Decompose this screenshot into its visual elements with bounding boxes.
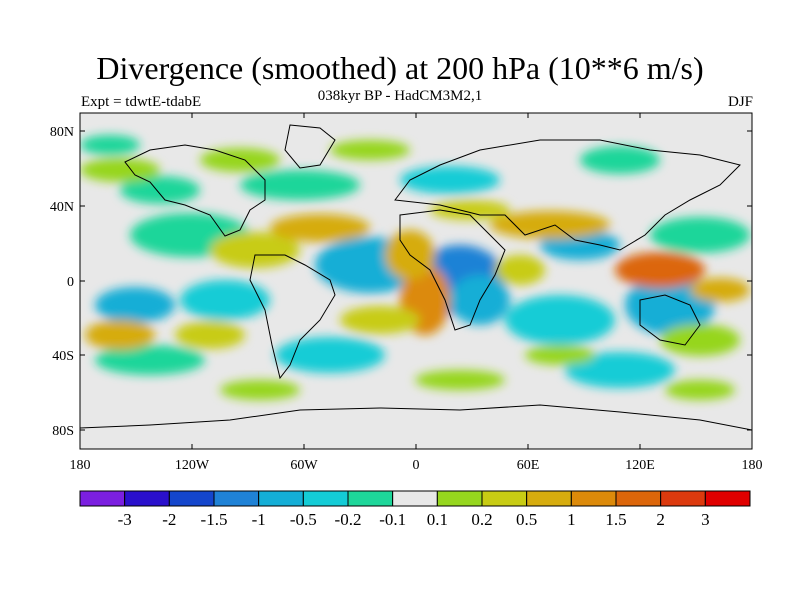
field-patch [240,170,360,200]
lon-tick-label: 60W [290,458,318,473]
south-america-outline [249,254,336,380]
field-patch [330,140,410,160]
field-patch [270,214,370,242]
lon-tick-label: 60E [517,458,540,473]
antarctica-outline [80,404,752,431]
lat-tick-label: 40S [52,349,74,364]
colorbar-swatch [660,490,706,507]
field-patch [275,337,385,373]
colorbar-label: -0.2 [335,510,362,529]
colorbar-label: 0.1 [427,510,448,529]
field-patch [175,321,245,349]
africa-outline [399,209,506,331]
field-patch [200,148,280,172]
colorbar-swatch [258,490,304,507]
field-patch [660,324,740,356]
field-patch [85,320,155,350]
field-patch [210,232,300,268]
map-title: Divergence (smoothed) at 200 hPa (10**6 … [96,50,704,86]
field-patch [580,146,660,174]
colorbar-label: -1 [252,510,266,529]
colorbar: -3 -2 -1.5 -1 -0.5 -0.2 -0.1 0.1 0.2 0.5 1 1.5 2 3 [79,490,751,529]
australia-outline [639,294,701,346]
colorbar-swatch [481,490,528,507]
field-patch [400,166,500,194]
colorbar-label: 2 [656,510,665,529]
colorbar-swatch [79,490,126,507]
colorbar-swatch [347,490,394,507]
eurasia-outline [394,139,741,251]
lon-tick-label: 180 [742,458,763,473]
field-patch [690,278,750,302]
colorbar-label: 3 [701,510,710,529]
field-patch [415,370,505,390]
colorbar-swatch [168,490,215,507]
field-patch [120,176,200,204]
colorbar-swatch [302,490,349,507]
lon-tick-label: 120E [625,458,655,473]
field-patch [180,280,270,320]
field-patch [525,345,595,365]
field-patch [95,345,205,375]
colorbar-label: -3 [118,510,132,529]
longitude-axis: 180 120W 60W 0 60E 120E 180 [70,113,763,473]
field-patch [565,352,675,388]
map-subtitle: 038kyr BP - HadCM3M2,1 [317,88,483,104]
field-patch [220,380,300,400]
lon-tick-label: 180 [70,458,91,473]
colorbar-swatch [704,490,751,507]
colorbar-swatch [124,490,170,507]
lat-tick-label: 40N [50,200,74,215]
colorbar-label: 0.2 [471,510,492,529]
lat-tick-label: 0 [67,275,74,290]
greenland-outline [284,124,336,169]
colorbar-label: -0.1 [379,510,406,529]
colorbar-label: 1 [567,510,576,529]
field-patch [490,211,610,239]
colorbar-label: -1.5 [201,510,228,529]
experiment-label: Expt = tdwtE-tdabE [81,94,202,110]
colorbar-swatch [392,490,438,507]
colorbar-swatch [570,490,617,507]
coastlines [80,124,752,431]
colorbar-label: 1.5 [605,510,626,529]
colorbar-swatch [615,490,662,507]
north-america-outline [124,144,266,237]
divergence-field [80,135,750,400]
field-patch [505,295,615,345]
lon-tick-label: 0 [413,458,420,473]
colorbar-label: -2 [162,510,176,529]
colorbar-swatch [436,490,483,507]
field-patch [495,255,545,285]
field-patch [615,252,705,288]
field-patch [95,287,175,323]
field-patch [665,380,735,400]
map-plot-area [80,113,752,449]
colorbar-swatch [213,490,260,507]
colorbar-label: 0.5 [516,510,537,529]
field-patch [80,135,140,155]
season-label: DJF [727,94,753,110]
lon-tick-label: 120W [175,458,210,473]
field-patch [340,306,420,334]
lat-tick-label: 80S [52,424,74,439]
lat-tick-label: 80N [50,125,74,140]
field-patch [650,217,750,253]
field-patch [80,158,160,182]
colorbar-label: -0.5 [290,510,317,529]
colorbar-swatch [526,490,572,507]
latitude-axis: 80N 40N 0 40S 80S [50,125,752,439]
